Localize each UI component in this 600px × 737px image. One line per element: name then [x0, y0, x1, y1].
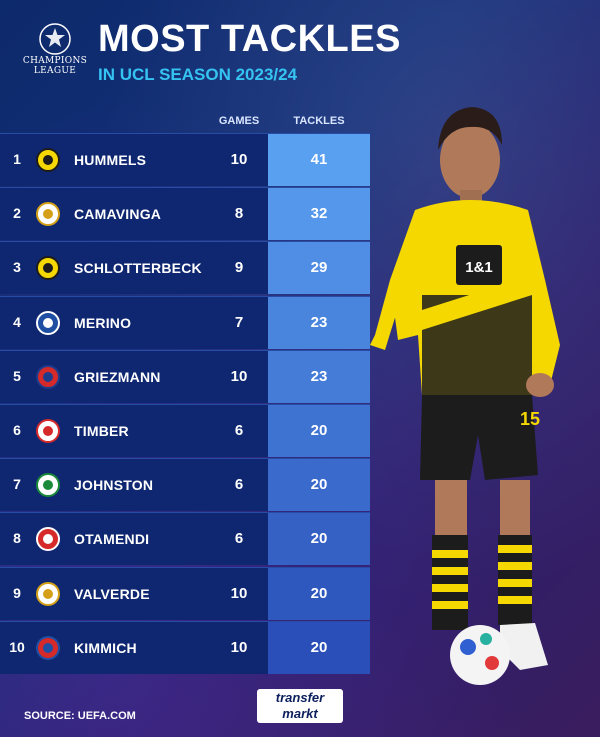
games-value: 8 [234, 205, 244, 223]
player-name: OTAMENDI [74, 531, 150, 548]
svg-text:1&1: 1&1 [465, 259, 493, 276]
column-header-tackles: TACKLES [293, 115, 345, 127]
games-value: 10 [230, 584, 248, 602]
tackles-value: 32 [268, 188, 370, 241]
player-name: JOHNSTON [74, 477, 154, 494]
brand-line1: transfer [275, 690, 325, 705]
table-row: 2 CAMAVINGA 8 32 [0, 187, 370, 241]
dortmund-badge-icon [36, 148, 60, 172]
rank: 8 [13, 530, 21, 547]
benfica-badge-icon [36, 527, 60, 552]
atletico-madrid-badge-icon [36, 364, 60, 389]
rank: 1 [13, 151, 21, 167]
rank: 3 [13, 259, 21, 276]
player-name: CAMAVINGA [74, 206, 162, 223]
games-value: 10 [230, 367, 248, 385]
tackles-table: 1 HUMMELS 10 41 2 CAMAVINGA 8 32 3 SCHLOTTERBECK 9… [0, 133, 370, 675]
games-value: 10 [230, 638, 248, 656]
source-label: SOURCE: UEFA.COM [24, 710, 136, 722]
real-madrid-badge-icon [36, 202, 60, 227]
starball-icon [39, 23, 71, 55]
page-title: MOST TACKLES [98, 18, 401, 60]
rank: 6 [13, 421, 21, 438]
player-name: VALVERDE [74, 585, 150, 602]
games-value: 6 [234, 421, 244, 439]
tackles-value: 23 [268, 350, 370, 403]
table-row: 7 JOHNSTON 6 20 [0, 458, 370, 512]
games-value: 10 [230, 151, 248, 168]
table-row: 3 SCHLOTTERBECK 9 29 [0, 241, 370, 295]
champions-league-logo: CHAMPIONS LEAGUE [20, 22, 90, 92]
rank: 2 [13, 205, 21, 222]
games-value: 9 [234, 259, 244, 277]
player-name: TIMBER [74, 422, 129, 439]
tackles-value: 20 [268, 567, 370, 620]
player-photo: 1&1 15 [360, 95, 590, 695]
real-sociedad-badge-icon [36, 310, 60, 335]
table-row: 4 MERINO 7 23 [0, 295, 370, 349]
tackles-value: 41 [268, 134, 370, 186]
tackles-value: 29 [268, 242, 370, 295]
games-value: 6 [234, 476, 244, 494]
column-header-games: GAMES [218, 115, 260, 127]
page-subtitle: IN UCL SEASON 2023/24 [98, 65, 298, 84]
table-row: 9 VALVERDE 10 20 [0, 566, 370, 620]
rank: 9 [13, 584, 21, 601]
tackles-value: 20 [268, 621, 370, 674]
celtic-badge-icon [36, 473, 60, 498]
tackles-value: 20 [268, 459, 370, 512]
brand-line2: markt [282, 706, 318, 721]
rank: 4 [13, 313, 21, 330]
tackles-value: 20 [268, 513, 370, 566]
header: CHAMPIONS LEAGUE MOST TACKLES IN UCL SEA… [0, 0, 600, 120]
player-name: HUMMELS [74, 152, 147, 168]
games-value: 7 [234, 313, 244, 331]
transfermarkt-logo: transfer markt [257, 689, 343, 723]
logo-line2: LEAGUE [33, 66, 77, 76]
player-name: SCHLOTTERBECK [74, 260, 202, 277]
rank: 5 [13, 367, 21, 384]
player-name: GRIEZMANN [74, 368, 161, 385]
logo-line1: CHAMPIONS [22, 56, 88, 66]
table-row: 6 TIMBER 6 20 [0, 403, 370, 457]
table-row: 8 OTAMENDI 6 20 [0, 512, 370, 566]
player-name: KIMMICH [74, 639, 137, 656]
table-row: 5 GRIEZMANN 10 23 [0, 349, 370, 403]
dortmund-badge-icon [36, 256, 60, 281]
games-value: 6 [234, 530, 244, 548]
bayern-badge-icon [36, 635, 60, 660]
tackles-value: 23 [268, 296, 370, 349]
player-name: MERINO [74, 314, 132, 331]
table-row: 1 HUMMELS 10 41 [0, 133, 370, 186]
rank: 10 [9, 638, 25, 655]
table-row: 10 KIMMICH 10 20 [0, 620, 370, 674]
svg-text:15: 15 [520, 409, 540, 429]
feyenoord-badge-icon [36, 418, 60, 443]
tackles-value: 20 [268, 404, 370, 457]
real-madrid-badge-icon [36, 581, 60, 606]
rank: 7 [13, 476, 21, 493]
